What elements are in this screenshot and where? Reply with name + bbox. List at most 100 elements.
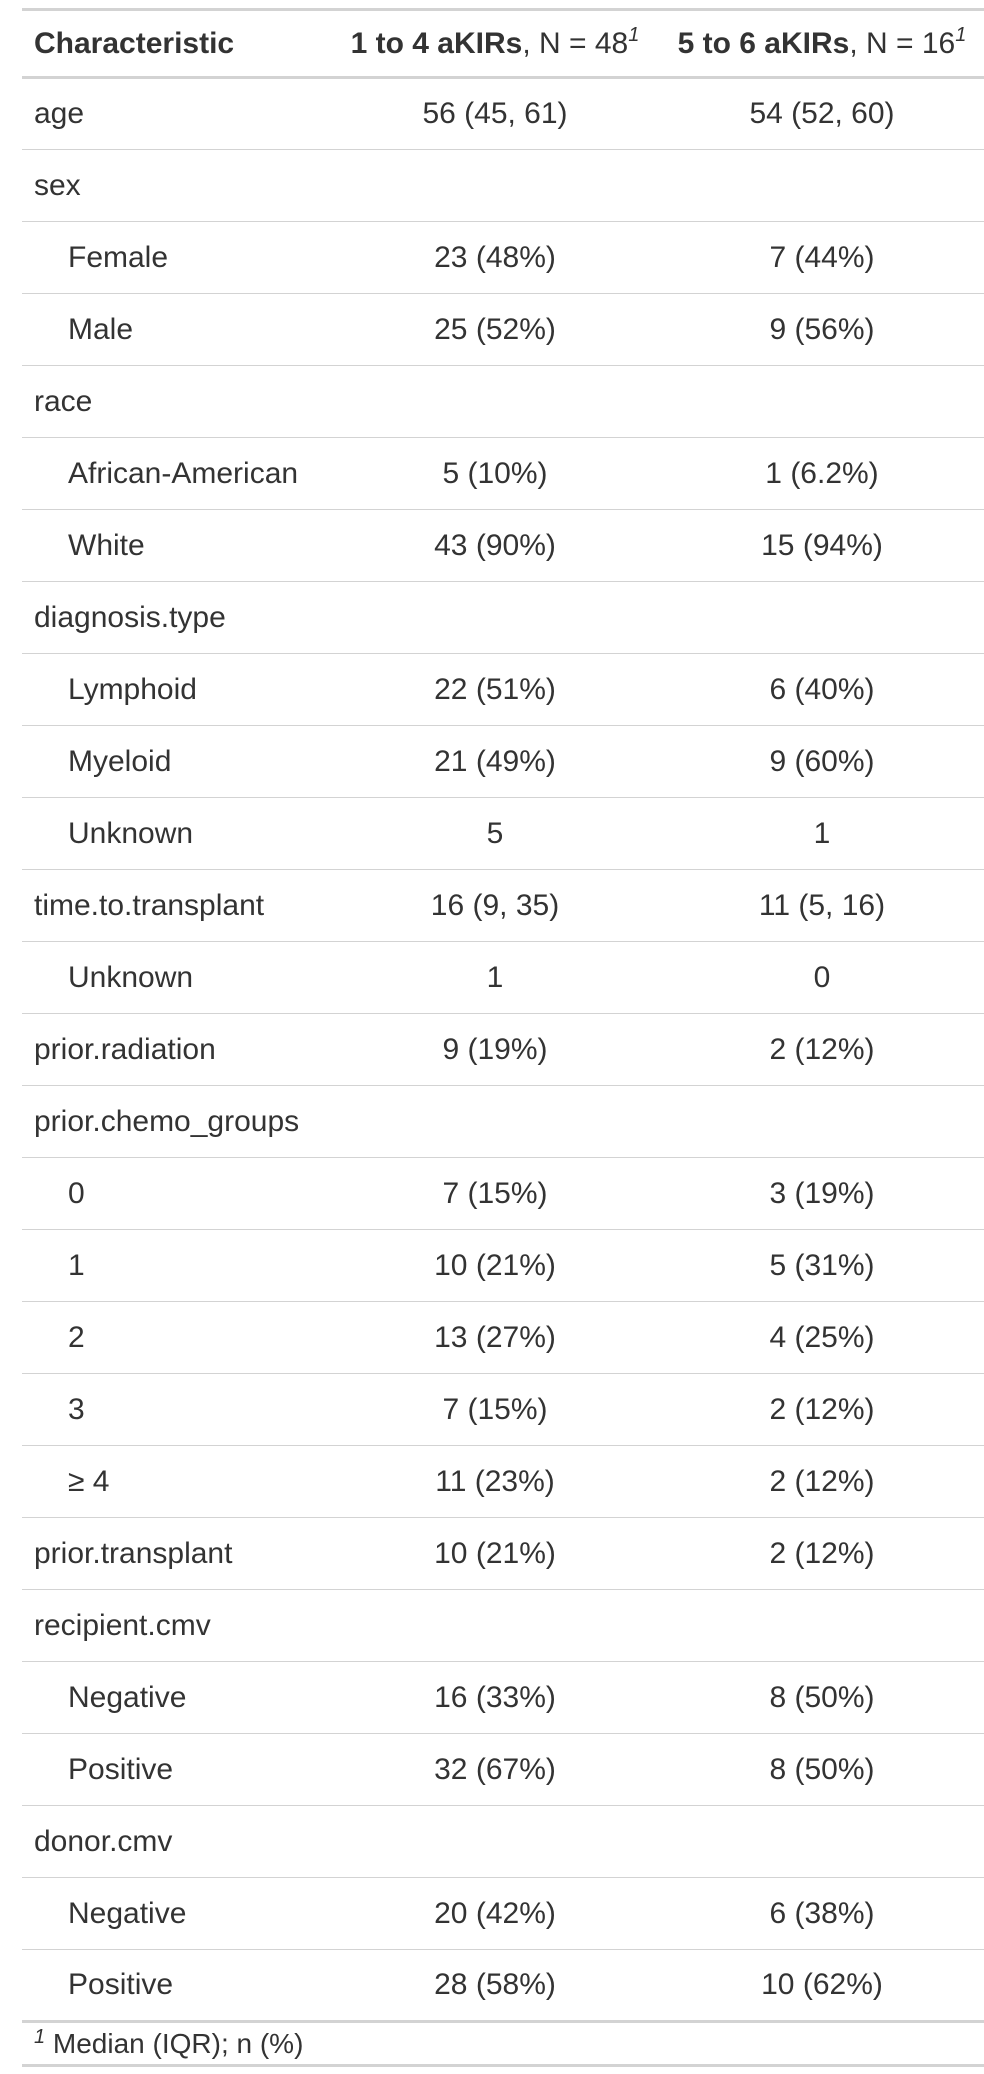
level-label: 1 bbox=[68, 1248, 85, 1282]
group-2-value: 2 (12%) bbox=[769, 1392, 875, 1426]
group-2-value bbox=[660, 582, 984, 654]
table-row: Unknown 1 0 bbox=[22, 942, 984, 1014]
group-1-value: 10 (21%) bbox=[434, 1248, 556, 1282]
group-2-value: 54 (52, 60) bbox=[749, 97, 895, 130]
group-1-value: 25 (52%) bbox=[434, 312, 556, 346]
summary-table: Characteristic 1 to 4 aKIRs, N = 481 5 t… bbox=[22, 8, 984, 2067]
variable-label: age bbox=[34, 97, 85, 130]
group-1-value: 13 (27%) bbox=[434, 1320, 556, 1354]
group-1-value: 7 (15%) bbox=[442, 1176, 548, 1210]
group-1-value: 43 (90%) bbox=[434, 528, 556, 562]
group-2-value: 1 (6.2%) bbox=[765, 456, 879, 490]
variable-label: donor.cmv bbox=[34, 1824, 173, 1858]
group-1-value: 9 (19%) bbox=[442, 1032, 548, 1066]
group-1-value: 5 (10%) bbox=[442, 456, 548, 490]
group-2-value: 3 (19%) bbox=[769, 1176, 875, 1210]
group-2-value: 2 (12%) bbox=[769, 1032, 875, 1066]
summary-table-container: Characteristic 1 to 4 aKIRs, N = 481 5 t… bbox=[22, 8, 984, 2067]
group-2-value: 7 (44%) bbox=[769, 240, 875, 274]
group-1-value: 56 (45, 61) bbox=[422, 97, 568, 130]
table-row: diagnosis.type bbox=[22, 582, 984, 654]
table-row: Positive 32 (67%) 8 (50%) bbox=[22, 1734, 984, 1806]
group-2-value: 5 (31%) bbox=[769, 1248, 875, 1282]
level-label: Unknown bbox=[68, 816, 194, 850]
level-label: Unknown bbox=[68, 960, 194, 994]
footnote-row: 1 Median (IQR); n (%) bbox=[22, 2021, 984, 2066]
variable-label: race bbox=[34, 384, 93, 418]
level-label: Lymphoid bbox=[68, 672, 197, 706]
group-1-value: 10 (21%) bbox=[434, 1536, 556, 1570]
group-2-value: 4 (25%) bbox=[769, 1320, 875, 1354]
group-1-value bbox=[330, 1590, 660, 1662]
group-1-value: 32 (67%) bbox=[434, 1752, 556, 1786]
group-2-value: 1 bbox=[813, 816, 831, 850]
group-2-value: 2 (12%) bbox=[769, 1464, 875, 1498]
group-2-value: 8 (50%) bbox=[769, 1680, 875, 1714]
table-row: age 56 (45, 61) 54 (52, 60) bbox=[22, 78, 984, 150]
header-characteristic: Characteristic bbox=[34, 26, 235, 60]
table-row: Negative 16 (33%) 8 (50%) bbox=[22, 1662, 984, 1734]
group-1-value: 16 (33%) bbox=[434, 1680, 556, 1714]
header-group-2-n: , N = 16 bbox=[849, 26, 956, 60]
group-2-value: 9 (60%) bbox=[769, 744, 875, 778]
footnote-text: Median (IQR); n (%) bbox=[45, 2027, 304, 2059]
header-group-1-n: , N = 48 bbox=[522, 26, 629, 60]
header-group-1: 1 to 4 aKIRs, N = 481 bbox=[330, 10, 660, 78]
footnote-mark: 1 bbox=[34, 2025, 46, 2048]
group-1-value bbox=[330, 582, 660, 654]
level-label: 0 bbox=[68, 1176, 85, 1210]
table-row: time.to.transplant 16 (9, 35) 11 (5, 16) bbox=[22, 870, 984, 942]
group-1-value bbox=[330, 366, 660, 438]
variable-label: time.to.transplant bbox=[34, 888, 265, 922]
table-row: Positive 28 (58%) 10 (62%) bbox=[22, 1950, 984, 2022]
table-header: Characteristic 1 to 4 aKIRs, N = 481 5 t… bbox=[22, 9, 984, 78]
group-2-value: 11 (5, 16) bbox=[758, 888, 886, 922]
table-row: Female 23 (48%) 7 (44%) bbox=[22, 222, 984, 294]
header-group-2-footnote-mark: 1 bbox=[955, 23, 967, 46]
group-2-value bbox=[660, 150, 984, 222]
table-row: 1 10 (21%) 5 (31%) bbox=[22, 1230, 984, 1302]
group-1-value: 5 bbox=[486, 816, 504, 850]
table-row: Male 25 (52%) 9 (56%) bbox=[22, 294, 984, 366]
group-1-value: 11 (23%) bbox=[435, 1464, 555, 1498]
table-row: prior.chemo_groups bbox=[22, 1086, 984, 1158]
group-1-value: 23 (48%) bbox=[434, 240, 556, 274]
table-row: prior.transplant 10 (21%) 2 (12%) bbox=[22, 1518, 984, 1590]
table-row: White 43 (90%) 15 (94%) bbox=[22, 510, 984, 582]
group-2-value: 6 (38%) bbox=[769, 1896, 875, 1930]
level-label: 3 bbox=[68, 1392, 85, 1426]
table-row: recipient.cmv bbox=[22, 1590, 984, 1662]
table-body: age 56 (45, 61) 54 (52, 60) sex Female 23 (48… bbox=[22, 78, 984, 2022]
group-1-value: 7 (15%) bbox=[442, 1392, 548, 1426]
level-label: Positive bbox=[68, 1752, 174, 1786]
level-label: Positive bbox=[68, 1968, 174, 2001]
table-row: Lymphoid 22 (51%) 6 (40%) bbox=[22, 654, 984, 726]
group-1-value: 16 (9, 35) bbox=[430, 888, 560, 922]
table-row: Myeloid 21 (49%) 9 (60%) bbox=[22, 726, 984, 798]
level-label: Negative bbox=[68, 1680, 187, 1714]
group-2-value: 6 (40%) bbox=[769, 672, 875, 706]
header-group-1-footnote-mark: 1 bbox=[628, 23, 640, 46]
table-footer: 1 Median (IQR); n (%) bbox=[22, 2021, 984, 2066]
group-2-value: 8 (50%) bbox=[769, 1752, 875, 1786]
variable-label: sex bbox=[34, 168, 81, 202]
group-2-value: 15 (94%) bbox=[761, 528, 883, 562]
level-label: Negative bbox=[68, 1896, 187, 1930]
level-label: Male bbox=[68, 312, 134, 346]
table-row: donor.cmv bbox=[22, 1806, 984, 1878]
header-row: Characteristic 1 to 4 aKIRs, N = 481 5 t… bbox=[22, 9, 984, 78]
table-row: African-American 5 (10%) 1 (6.2%) bbox=[22, 438, 984, 510]
group-1-value: 20 (42%) bbox=[434, 1896, 556, 1930]
group-2-value bbox=[660, 1806, 984, 1878]
table-row: race bbox=[22, 366, 984, 438]
group-1-value bbox=[330, 1086, 660, 1158]
level-label: 2 bbox=[68, 1320, 85, 1354]
header-group-2-name: 5 to 6 aKIRs bbox=[677, 26, 850, 60]
group-2-value: 9 (56%) bbox=[769, 312, 875, 346]
group-1-value: 28 (58%) bbox=[434, 1968, 556, 2001]
header-group-1-name: 1 to 4 aKIRs bbox=[350, 26, 523, 60]
table-row: Unknown 5 1 bbox=[22, 798, 984, 870]
level-label: African-American bbox=[68, 456, 299, 490]
table-row: prior.radiation 9 (19%) 2 (12%) bbox=[22, 1014, 984, 1086]
table-row: 3 7 (15%) 2 (12%) bbox=[22, 1374, 984, 1446]
